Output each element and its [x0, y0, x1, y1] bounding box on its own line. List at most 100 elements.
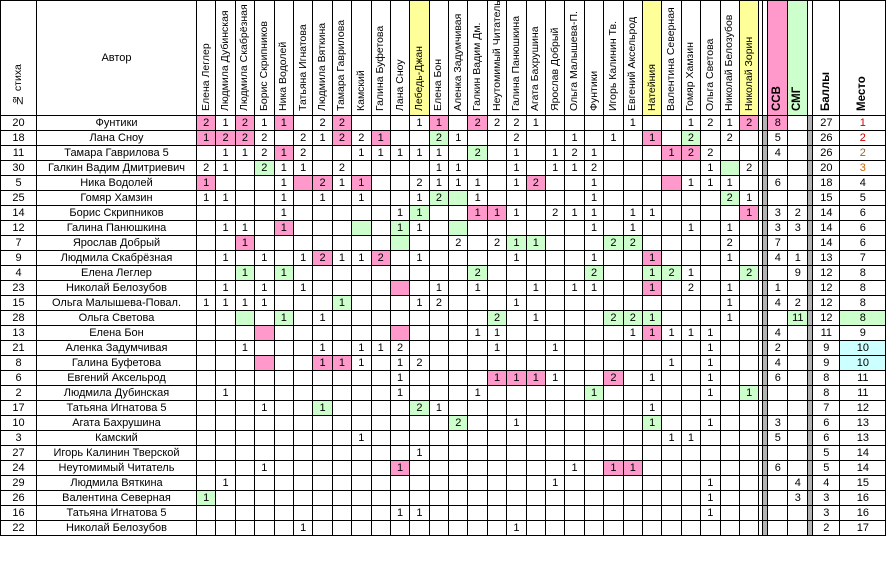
vote-cell [719, 430, 740, 446]
ssv-cell: 1 [767, 280, 789, 296]
vote-cell [292, 370, 314, 386]
vote-cell [448, 115, 469, 131]
vote-cell: 1 [312, 310, 333, 326]
vote-cell [273, 250, 294, 266]
vote-cell [738, 145, 760, 161]
ssv-cell [767, 190, 789, 206]
ssv-cell [767, 265, 789, 281]
vote-cell [661, 250, 682, 266]
vote-cell [234, 310, 256, 326]
vote-cell [292, 205, 314, 221]
vote-cell [448, 520, 469, 536]
place-cell: 11 [839, 370, 887, 386]
vote-cell [564, 400, 585, 416]
vote-cell: 2 [506, 115, 527, 131]
author-name: Людмила Дубинская [36, 385, 197, 401]
vote-cell [622, 385, 643, 401]
vote-cell: 1 [409, 445, 430, 461]
voter-header-label: Игорь Калинин Тв. [606, 21, 619, 111]
vote-cell [370, 115, 391, 131]
ssv-cell [767, 475, 789, 491]
vote-cell [603, 490, 624, 506]
ssv-cell: 6 [767, 370, 789, 386]
table-row: 9 Людмила Скабрёзная 1 1 1 2 1 1 2 1 1 1 1 1 4 1 13 7 [0, 250, 887, 266]
vote-cell: 1 [641, 205, 663, 221]
vote-cell [234, 445, 256, 461]
vote-cell: 1 [351, 175, 372, 191]
vote-cell [583, 235, 605, 251]
smg-cell [787, 355, 809, 371]
vote-cell: 1 [525, 235, 547, 251]
author-name: Аленка Задумчивая [36, 340, 197, 356]
vote-cell: 1 [215, 160, 236, 176]
vote-cell [389, 280, 411, 296]
vote-cell [525, 220, 547, 236]
vote-cell: 1 [351, 355, 372, 371]
ssv-cell [767, 160, 789, 176]
vote-cell: 1 [428, 280, 450, 296]
place-cell: 8 [839, 280, 887, 296]
voter-header-label: Елена Леглер [199, 43, 212, 111]
poem-number: 13 [0, 325, 37, 341]
voter-header: Игорь Калинин Тв. [603, 0, 624, 116]
place-cell: 6 [839, 205, 887, 221]
vote-cell [292, 385, 314, 401]
vote-cell [622, 175, 643, 191]
vote-cell [351, 325, 372, 341]
vote-cell [545, 445, 566, 461]
score-cell: 26 [812, 145, 841, 161]
vote-cell [254, 370, 275, 386]
ssv-cell: 4 [767, 325, 789, 341]
score-cell: 4 [812, 475, 841, 491]
poem-number: 18 [0, 130, 37, 146]
vote-cell [351, 115, 372, 131]
vote-cell: 1 [467, 385, 488, 401]
vote-cell: 2 [680, 130, 702, 146]
vote-cell [254, 355, 275, 371]
smg-cell [787, 520, 809, 536]
vote-cell [351, 385, 372, 401]
vote-cell [195, 475, 217, 491]
ssv-cell: 3 [767, 220, 789, 236]
vote-cell [661, 190, 682, 206]
vote-cell [389, 265, 411, 281]
vote-cell: 1 [215, 385, 236, 401]
vote-cell [583, 325, 605, 341]
vote-cell [506, 190, 527, 206]
vote-cell [680, 355, 702, 371]
vote-cell [641, 520, 663, 536]
author-name: Елена Бон [36, 325, 197, 341]
score-cell: 14 [812, 220, 841, 236]
vote-cell [448, 190, 469, 206]
vote-cell: 1 [622, 325, 643, 341]
vote-cell [525, 385, 547, 401]
vote-cell [273, 475, 294, 491]
score-cell: 18 [812, 175, 841, 191]
smg-cell: 3 [787, 490, 809, 506]
vote-cell: 2 [195, 160, 217, 176]
vote-cell [622, 520, 643, 536]
vote-cell [622, 265, 643, 281]
vote-cell [331, 325, 353, 341]
vote-cell: 1 [525, 115, 547, 131]
vote-cell [273, 415, 294, 431]
vote-cell [525, 460, 547, 476]
vote-cell [506, 400, 527, 416]
voter-header: Татьяна Игнатова [292, 0, 314, 116]
vote-cell [506, 385, 527, 401]
vote-cell: 1 [506, 160, 527, 176]
vote-cell: 1 [234, 340, 256, 356]
vote-cell [448, 340, 469, 356]
vote-cell [680, 505, 702, 521]
voter-header-label: Николай Зорин [742, 36, 755, 111]
vote-cell [564, 175, 585, 191]
vote-cell [641, 235, 663, 251]
vote-cell [448, 475, 469, 491]
vote-cell: 1 [641, 130, 663, 146]
vote-cell: 1 [525, 310, 547, 326]
score-cell: 5 [812, 460, 841, 476]
author-name: Ольга Малышева-Повал. [36, 295, 197, 311]
score-cell: 7 [812, 400, 841, 416]
table-row: 27 Игорь Калинин Тверской 1 5 14 [0, 445, 887, 461]
vote-cell [738, 340, 760, 356]
